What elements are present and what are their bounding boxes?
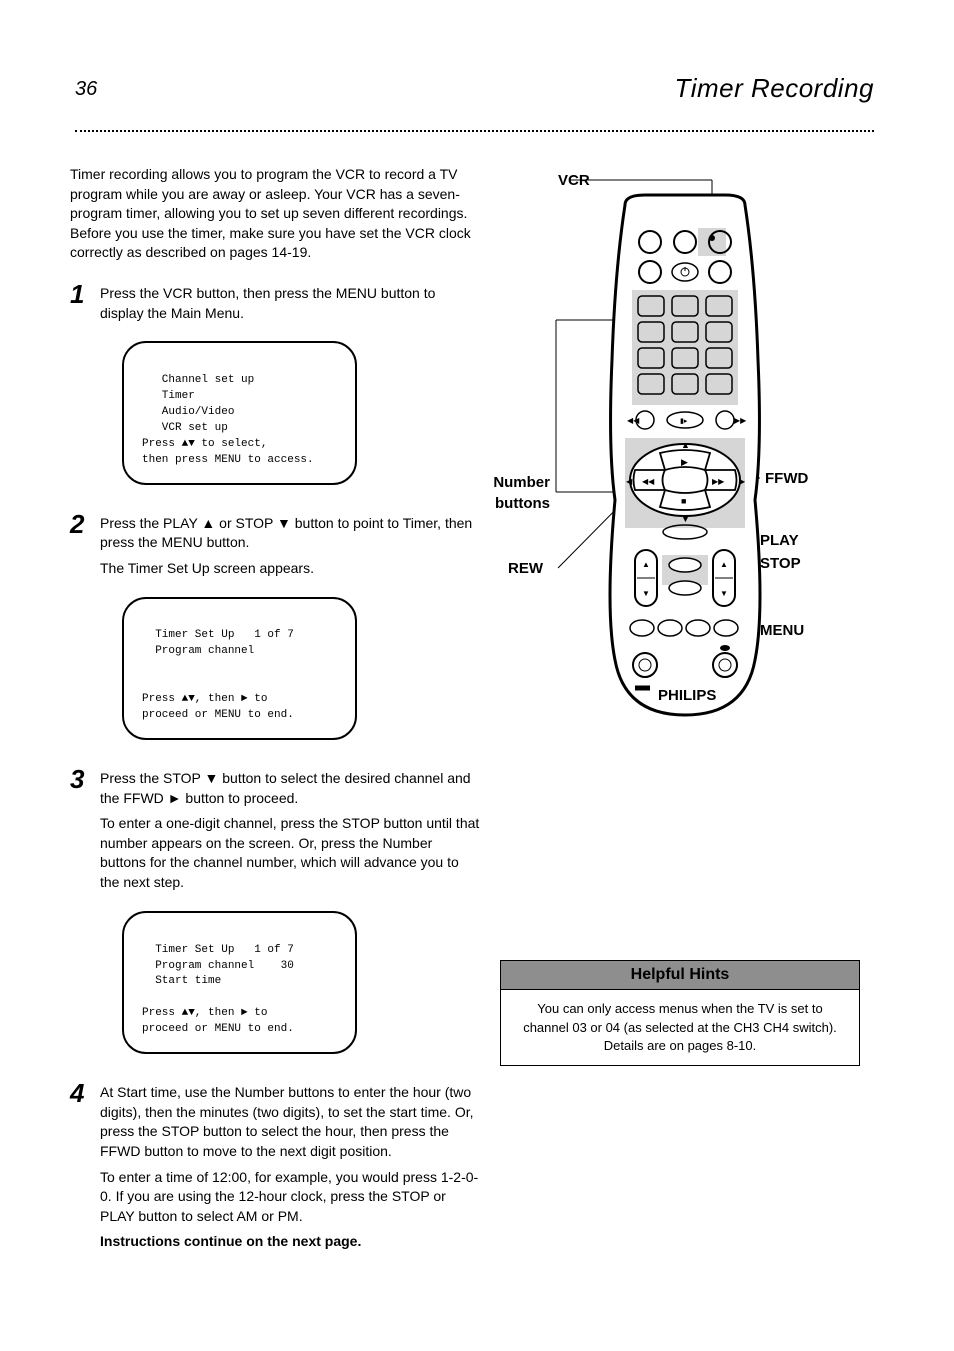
svg-text:◀: ◀ bbox=[626, 477, 633, 486]
step3-text1: Press the STOP ▼ button to select the de… bbox=[100, 769, 480, 808]
remote-svg: ◀◀ ▮▸ ▶▶ ▲ ◀◀ ◀ ▶▶ ▶ ▶ ■ ▼ bbox=[540, 170, 820, 750]
screen3-line5: Press ▲▼, then ► to bbox=[142, 1007, 267, 1019]
remote-diagram: ◀◀ ▮▸ ▶▶ ▲ ◀◀ ◀ ▶▶ ▶ ▶ ■ ▼ bbox=[540, 170, 820, 740]
step-3: 3 Press the STOP ▼ button to select the … bbox=[70, 766, 480, 899]
svg-text:◀◀: ◀◀ bbox=[627, 416, 640, 425]
helpful-hints-box: Helpful Hints You can only access menus … bbox=[500, 960, 860, 1066]
svg-text:▼: ▼ bbox=[681, 514, 690, 524]
step-text: Press the STOP ▼ button to select the de… bbox=[100, 766, 480, 899]
step2-text2: The Timer Set Up screen appears. bbox=[100, 559, 480, 579]
step-1: 1 Press the VCR button, then press the M… bbox=[70, 281, 480, 329]
step3-text2: To enter a one-digit channel, press the … bbox=[100, 814, 480, 892]
svg-text:▶: ▶ bbox=[681, 457, 688, 467]
brand-text: PHILIPS bbox=[658, 687, 716, 704]
step-number: 4 bbox=[70, 1080, 100, 1258]
screen2-line5: Press ▲▼, then ► to bbox=[142, 693, 267, 705]
screen3-line3: Start time bbox=[142, 975, 221, 987]
label-rew: REW bbox=[508, 558, 543, 579]
helpful-hints-body: You can only access menus when the TV is… bbox=[500, 989, 860, 1066]
screen-1: Channel set up Timer Audio/Video VCR set… bbox=[122, 341, 357, 485]
svg-text:▲: ▲ bbox=[642, 560, 650, 569]
step-text: At Start time, use the Number buttons to… bbox=[100, 1080, 480, 1258]
intro-text: Timer recording allows you to program th… bbox=[70, 165, 480, 263]
page-title: Timer Recording bbox=[0, 70, 874, 106]
screen3-line6: proceed or MENU to end. bbox=[142, 1023, 294, 1035]
svg-text:▲: ▲ bbox=[720, 560, 728, 569]
svg-text:◀◀: ◀◀ bbox=[642, 477, 655, 486]
svg-text:▼: ▼ bbox=[642, 589, 650, 598]
step4-text3: Instructions continue on the next page. bbox=[100, 1232, 480, 1252]
step2-text1: Press the PLAY ▲ or STOP ▼ button to poi… bbox=[100, 514, 480, 553]
step-4: 4 At Start time, use the Number buttons … bbox=[70, 1080, 480, 1258]
svg-text:▶▶: ▶▶ bbox=[734, 416, 747, 425]
screen1-line6: then press MENU to access. bbox=[142, 454, 314, 466]
screen1-line1: Channel set up bbox=[142, 374, 254, 386]
step-number: 2 bbox=[70, 511, 100, 585]
step1-text: Press the VCR button, then press the MEN… bbox=[100, 284, 480, 323]
screen1-line4: VCR set up bbox=[142, 422, 228, 434]
step-2: 2 Press the PLAY ▲ or STOP ▼ button to p… bbox=[70, 511, 480, 585]
svg-text:▮▸: ▮▸ bbox=[680, 418, 688, 425]
screen1-line5: Press ▲▼ to select, bbox=[142, 438, 267, 450]
helpful-hints-heading: Helpful Hints bbox=[500, 960, 860, 989]
left-column: Timer recording allows you to program th… bbox=[70, 165, 480, 1270]
svg-text:▶: ▶ bbox=[739, 477, 746, 486]
screen2-line1: Timer Set Up 1 of 7 bbox=[142, 629, 294, 641]
right-column: VCR Number buttons FFWD PLAY STOP REW ME… bbox=[500, 170, 880, 740]
svg-text:▲: ▲ bbox=[681, 440, 690, 450]
divider bbox=[75, 130, 874, 132]
step-text: Press the VCR button, then press the MEN… bbox=[100, 281, 480, 329]
step-number: 3 bbox=[70, 766, 100, 899]
screen1-line3: Audio/Video bbox=[142, 406, 234, 418]
svg-text:▼: ▼ bbox=[720, 589, 728, 598]
screen3-line2: Program channel 30 bbox=[142, 960, 294, 972]
svg-text:▶▶: ▶▶ bbox=[712, 477, 725, 486]
screen2-line6: proceed or MENU to end. bbox=[142, 709, 294, 721]
step-text: Press the PLAY ▲ or STOP ▼ button to poi… bbox=[100, 511, 480, 585]
step-number: 1 bbox=[70, 281, 100, 329]
screen1-line2: Timer bbox=[142, 390, 195, 402]
screen-3: Timer Set Up 1 of 7 Program channel 30 S… bbox=[122, 911, 357, 1055]
step4-text2: To enter a time of 12:00, for example, y… bbox=[100, 1168, 480, 1227]
svg-text:■: ■ bbox=[681, 496, 686, 506]
screen2-line2: Program channel bbox=[142, 645, 254, 657]
screen3-line1: Timer Set Up 1 of 7 bbox=[142, 944, 294, 956]
screen-2: Timer Set Up 1 of 7 Program channel Pres… bbox=[122, 597, 357, 741]
step4-text1: At Start time, use the Number buttons to… bbox=[100, 1083, 480, 1161]
